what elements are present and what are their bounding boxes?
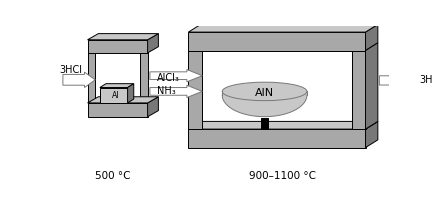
FancyArrow shape xyxy=(63,72,95,87)
Bar xyxy=(140,53,148,103)
Polygon shape xyxy=(87,97,158,103)
Ellipse shape xyxy=(222,82,307,101)
Bar xyxy=(188,51,202,129)
FancyArrow shape xyxy=(379,73,417,87)
Bar xyxy=(261,118,268,129)
Bar xyxy=(188,129,365,148)
Text: 3HCl: 3HCl xyxy=(420,75,433,85)
Text: 500 °C: 500 °C xyxy=(95,171,131,181)
Polygon shape xyxy=(100,84,134,87)
FancyArrow shape xyxy=(150,70,202,82)
Bar xyxy=(87,53,95,103)
Text: Al: Al xyxy=(112,92,119,100)
Polygon shape xyxy=(148,97,158,117)
Polygon shape xyxy=(148,34,158,53)
Text: 900–1100 °C: 900–1100 °C xyxy=(249,171,316,181)
Polygon shape xyxy=(188,121,378,129)
Text: AlCl₃: AlCl₃ xyxy=(157,73,180,83)
Polygon shape xyxy=(365,43,378,129)
Text: 3HCl: 3HCl xyxy=(59,65,82,75)
Bar xyxy=(87,103,148,117)
Text: NH₃: NH₃ xyxy=(157,86,176,96)
Polygon shape xyxy=(188,24,378,32)
Polygon shape xyxy=(365,121,378,148)
Bar xyxy=(202,51,352,129)
FancyArrow shape xyxy=(150,85,202,98)
Bar xyxy=(100,87,128,103)
Polygon shape xyxy=(87,34,158,40)
Polygon shape xyxy=(222,91,307,117)
Text: AlN: AlN xyxy=(255,88,274,98)
Bar xyxy=(87,40,148,53)
Bar xyxy=(188,32,365,51)
Polygon shape xyxy=(128,84,134,103)
Bar xyxy=(352,51,365,129)
Polygon shape xyxy=(365,24,378,51)
